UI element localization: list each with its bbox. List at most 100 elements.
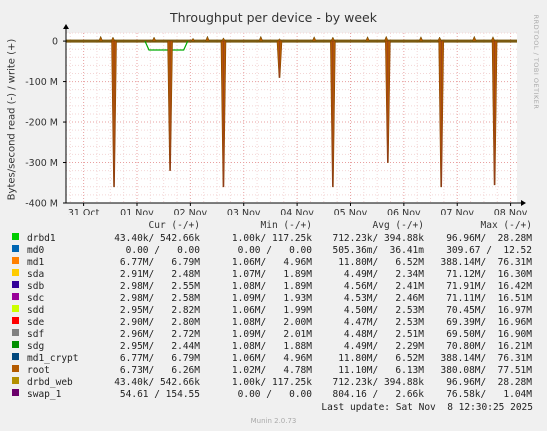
x-tick-label: 08 Nov bbox=[494, 208, 528, 215]
legend-max: 69.39M/ 16.96M bbox=[446, 317, 532, 328]
legend-name: sdf bbox=[27, 329, 45, 340]
legend-cur: 6.77M/ 6.79M bbox=[119, 353, 200, 364]
legend-avg: 4.49M/ 2.29M bbox=[343, 341, 424, 352]
munin-version: Munin 2.0.73 bbox=[250, 417, 297, 425]
legend-swatch bbox=[12, 245, 19, 252]
write-spike bbox=[311, 36, 317, 42]
legend-min: 0.00 / 0.00 bbox=[237, 389, 312, 400]
legend-swatch bbox=[12, 389, 19, 396]
legend-max: 388.14M/ 76.31M bbox=[440, 257, 532, 268]
legend-avg: 505.36m/ 36.41m bbox=[332, 245, 424, 256]
legend-name: md1 bbox=[27, 257, 45, 268]
x-tick-label: 01 Nov bbox=[120, 208, 154, 215]
legend-swatch bbox=[12, 365, 19, 372]
x-tick-label: 02 Nov bbox=[174, 208, 208, 215]
write-spike bbox=[365, 36, 370, 42]
legend-min: 1.00k/ 117.25k bbox=[231, 377, 312, 388]
baseline-band bbox=[66, 39, 517, 43]
legend-header-max: Max (-/+) bbox=[480, 220, 532, 231]
legend-cur: 6.73M/ 6.26M bbox=[119, 365, 200, 376]
legend-swatch bbox=[12, 293, 19, 300]
legend-avg: 4.56M/ 2.41M bbox=[343, 281, 424, 292]
legend-name: sdd bbox=[27, 305, 45, 316]
legend-name: sdc bbox=[27, 293, 45, 304]
legend-cur: 2.98M/ 2.55M bbox=[119, 281, 200, 292]
legend-avg: 712.23k/ 394.88k bbox=[332, 233, 424, 244]
x-ticks: 31 Oct 01 Nov 02 Nov 03 Nov 04 Nov 05 Nov 06 N… bbox=[68, 203, 528, 215]
legend-swatch bbox=[12, 305, 19, 312]
legend-cur: 0.00 / 0.00 bbox=[125, 245, 200, 256]
y-tick-label: -200 M bbox=[25, 118, 58, 129]
legend-swatch bbox=[12, 233, 19, 240]
legend-row-sdb: sdb 2.98M/ 2.55M 1.08M/ 1.89M 4.56M/ 2.41M 7… bbox=[0, 281, 547, 293]
legend-swatch bbox=[12, 317, 19, 324]
legend-max: 96.96M/ 28.28M bbox=[446, 233, 532, 244]
legend-cur: 2.98M/ 2.58M bbox=[119, 293, 200, 304]
legend-row-drbd1: drbd1 43.40k/ 542.66k 1.00k/ 117.25k 712.23… bbox=[0, 233, 547, 245]
legend-min: 1.09M/ 1.93M bbox=[231, 293, 312, 304]
legend-min: 1.08M/ 1.89M bbox=[231, 281, 312, 292]
legend-min: 1.02M/ 4.78M bbox=[231, 365, 312, 376]
legend-swatch bbox=[12, 377, 19, 384]
write-spike bbox=[418, 36, 424, 42]
write-spike bbox=[98, 35, 104, 42]
legend-avg: 712.23k/ 394.88k bbox=[332, 377, 424, 388]
legend-row-root: root 6.73M/ 6.26M 1.02M/ 4.78M 11.10M/ 6.13… bbox=[0, 365, 547, 377]
legend-avg: 4.53M/ 2.46M bbox=[343, 293, 424, 304]
legend-min: 1.08M/ 1.88M bbox=[231, 341, 312, 352]
x-tick-label: 03 Nov bbox=[227, 208, 261, 215]
legend-header-avg: Avg (-/+) bbox=[372, 220, 424, 231]
legend-min: 0.00 / 0.00 bbox=[237, 245, 312, 256]
legend-name: md1_crypt bbox=[27, 353, 79, 364]
legend-name: md0 bbox=[27, 245, 45, 256]
legend-swatch bbox=[12, 329, 19, 336]
legend-swatch bbox=[12, 281, 19, 288]
write-spike bbox=[258, 35, 264, 42]
legend-name: swap_1 bbox=[27, 389, 62, 400]
legend-avg: 804.16 / 2.66k bbox=[332, 389, 424, 400]
legend-swatch bbox=[12, 353, 19, 360]
legend-cur: 2.90M/ 2.80M bbox=[119, 317, 200, 328]
chart-title: Throughput per device - by week bbox=[170, 10, 377, 25]
x-tick-label: 04 Nov bbox=[280, 208, 314, 215]
legend-max: 71.91M/ 16.42M bbox=[446, 281, 532, 292]
last-update: Last update: Sat Nov 8 12:30:25 2025 bbox=[321, 402, 533, 413]
x-tick-label: 06 Nov bbox=[387, 208, 421, 215]
legend-max: 70.80M/ 16.21M bbox=[446, 341, 532, 352]
legend-cur: 2.96M/ 2.72M bbox=[119, 329, 200, 340]
y-tick-label: -100 M bbox=[25, 77, 58, 88]
legend-header-cur: Cur (-/+) bbox=[148, 220, 200, 231]
legend-swatch bbox=[12, 257, 19, 264]
throughput-chart: 0 -100 M -200 M -300 M -400 M 31 Oct 01 Nov 02… bbox=[25, 24, 528, 215]
legend-row-sde: sde 2.90M/ 2.80M 1.08M/ 2.00M 4.47M/ 2.53M 6… bbox=[0, 317, 547, 329]
legend-cur: 43.40k/ 542.66k bbox=[114, 377, 200, 388]
legend-min: 1.09M/ 2.01M bbox=[231, 329, 312, 340]
y-tick-label: -400 M bbox=[25, 199, 58, 210]
legend-cur: 2.95M/ 2.82M bbox=[119, 305, 200, 316]
legend-max: 69.50M/ 16.90M bbox=[446, 329, 532, 340]
write-spike bbox=[205, 35, 210, 42]
legend-row-sdg: sdg 2.95M/ 2.44M 1.08M/ 1.88M 4.49M/ 2.29M 7… bbox=[0, 341, 547, 353]
write-spike bbox=[151, 36, 157, 42]
x-tick-label: 05 Nov bbox=[334, 208, 368, 215]
legend-name: sdg bbox=[27, 341, 45, 352]
y-ticks: 0 -100 M -200 M -300 M -400 M bbox=[25, 37, 66, 210]
legend-row-sdf: sdf 2.96M/ 2.72M 1.09M/ 2.01M 4.48M/ 2.51M 6… bbox=[0, 329, 547, 341]
legend-header: Cur (-/+) Min (-/+) Avg (-/+) Max (-/+) bbox=[0, 220, 547, 232]
legend-name: root bbox=[27, 365, 50, 376]
legend-avg: 4.50M/ 2.53M bbox=[343, 305, 424, 316]
legend-min: 1.07M/ 1.89M bbox=[231, 269, 312, 280]
legend-max: 71.12M/ 16.30M bbox=[446, 269, 532, 280]
legend-max: 388.14M/ 76.31M bbox=[440, 353, 532, 364]
legend-row-md0: md0 0.00 / 0.00 0.00 / 0.00 505.36m/ 36.41m… bbox=[0, 245, 547, 257]
x-tick-label: 07 Nov bbox=[440, 208, 474, 215]
legend-header-min: Min (-/+) bbox=[260, 220, 312, 231]
legend-cur: 2.91M/ 2.48M bbox=[119, 269, 200, 280]
legend-avg: 11.10M/ 6.13M bbox=[338, 365, 424, 376]
write-spike bbox=[471, 35, 477, 42]
plot-area bbox=[66, 33, 517, 203]
legend-max: 96.96M/ 28.28M bbox=[446, 377, 532, 388]
legend-swatch bbox=[12, 341, 19, 348]
x-axis-arrow bbox=[521, 200, 526, 206]
write-spike bbox=[190, 37, 196, 42]
